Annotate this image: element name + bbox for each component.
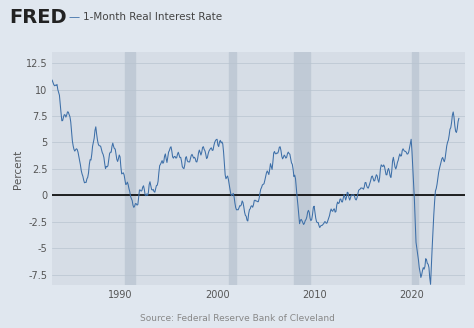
Bar: [412, 52, 418, 285]
Bar: [125, 52, 135, 285]
Bar: [294, 52, 310, 285]
Text: 1-Month Real Interest Rate: 1-Month Real Interest Rate: [83, 12, 222, 22]
Text: FRED: FRED: [9, 8, 67, 27]
Bar: [229, 52, 237, 285]
Y-axis label: Percent: Percent: [13, 149, 23, 189]
Text: —: —: [69, 12, 80, 22]
Text: Source: Federal Reserve Bank of Cleveland: Source: Federal Reserve Bank of Clevelan…: [139, 315, 335, 323]
